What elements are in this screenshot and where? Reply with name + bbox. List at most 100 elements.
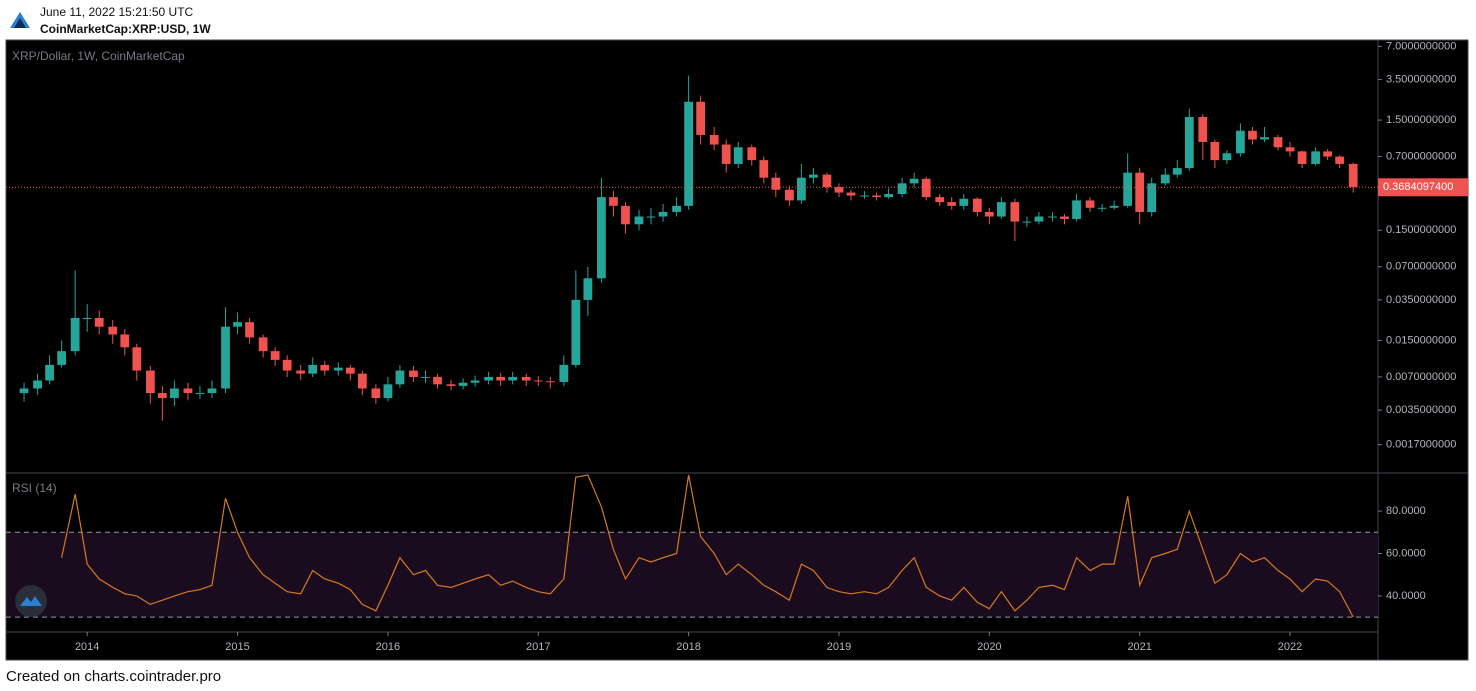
candle-body bbox=[94, 317, 104, 327]
candle-body bbox=[421, 376, 430, 378]
candle-body bbox=[484, 376, 494, 381]
candle-body bbox=[221, 326, 230, 389]
rsi-band-fill bbox=[7, 532, 1378, 618]
x-tick-label: 2016 bbox=[376, 641, 400, 653]
candle-body bbox=[796, 177, 806, 201]
candle-body bbox=[470, 380, 480, 383]
candle-body bbox=[684, 101, 694, 206]
candle-body bbox=[1335, 156, 1345, 164]
candle-body bbox=[70, 317, 80, 352]
candle-body bbox=[597, 197, 606, 279]
candle-body bbox=[1010, 202, 1020, 222]
y-tick-label: 0.0070000000 bbox=[1386, 371, 1456, 383]
candle-body bbox=[1198, 117, 1208, 142]
last-price-label: 0.3684097400 bbox=[1383, 181, 1453, 193]
price-legend: XRP/Dollar, 1W, CoinMarketCap bbox=[12, 49, 185, 63]
candle-body bbox=[1172, 168, 1182, 175]
candle-body bbox=[458, 382, 468, 386]
y-tick-label: 0.0150000000 bbox=[1386, 334, 1456, 346]
x-tick-label: 2020 bbox=[977, 641, 1001, 653]
watermark-shape bbox=[20, 596, 42, 606]
candle-body bbox=[496, 376, 506, 381]
candle-body bbox=[1323, 151, 1333, 157]
last-price-box bbox=[1378, 178, 1468, 197]
candle-body bbox=[245, 322, 254, 338]
candle-body bbox=[1348, 163, 1358, 188]
candle-body bbox=[270, 351, 280, 360]
candle-body bbox=[545, 381, 555, 383]
candle-body bbox=[19, 388, 29, 394]
candle-body bbox=[371, 388, 381, 399]
candle-body bbox=[1109, 205, 1119, 208]
candle-body bbox=[1135, 172, 1145, 212]
candle-body bbox=[108, 326, 118, 335]
candle-body bbox=[1273, 137, 1283, 148]
rsi-y-tick-label: 80.0000 bbox=[1386, 505, 1426, 517]
candle-body bbox=[1260, 137, 1269, 140]
plot-layer: 7.0000000000 3.5000000000 1.5000000000 0.70… bbox=[6, 40, 1468, 653]
candle-body bbox=[1147, 183, 1157, 212]
candle-body bbox=[571, 299, 581, 365]
candle-body bbox=[508, 376, 518, 381]
candle-body bbox=[947, 202, 957, 206]
candle-body bbox=[884, 194, 893, 198]
candle-body bbox=[33, 380, 42, 389]
x-tick-label: 2015 bbox=[225, 641, 249, 653]
candle-body bbox=[1311, 151, 1320, 164]
candle-body bbox=[935, 197, 945, 203]
candle-body bbox=[860, 195, 869, 197]
y-tick-label: 0.0350000000 bbox=[1386, 294, 1456, 306]
candle-body bbox=[834, 187, 844, 193]
watermark-logo bbox=[15, 585, 47, 617]
x-tick-label: 2014 bbox=[75, 641, 99, 653]
candle-body bbox=[195, 393, 205, 395]
candle-body bbox=[1123, 172, 1133, 206]
candle-body bbox=[709, 134, 719, 145]
y-tick-label: 1.5000000000 bbox=[1386, 114, 1456, 126]
candle-body bbox=[233, 322, 242, 327]
candle-body bbox=[559, 364, 569, 382]
candle-body bbox=[383, 384, 393, 399]
candle-body bbox=[1085, 200, 1095, 208]
candle-body bbox=[45, 364, 54, 381]
candle-body bbox=[696, 101, 706, 135]
candle-body bbox=[296, 370, 306, 374]
candle-body bbox=[1160, 174, 1170, 184]
candle-body bbox=[320, 364, 330, 371]
candle-body bbox=[1184, 117, 1194, 169]
rsi-y-tick-label: 60.0000 bbox=[1386, 547, 1426, 559]
x-tick-label: 2019 bbox=[827, 641, 851, 653]
candle-body bbox=[921, 178, 931, 198]
candle-body bbox=[658, 211, 668, 217]
candle-body bbox=[784, 189, 794, 201]
candle-body bbox=[809, 174, 818, 178]
candle-body bbox=[646, 216, 656, 218]
logo bbox=[10, 10, 30, 28]
candle-body bbox=[357, 373, 367, 389]
candle-body bbox=[909, 178, 919, 184]
candle-body bbox=[609, 197, 618, 206]
footer: Created on charts.cointrader.pro bbox=[6, 668, 221, 685]
candle-body bbox=[759, 160, 769, 178]
candle-body bbox=[846, 192, 856, 196]
candle-body bbox=[721, 144, 731, 164]
rsi-y-tick-label: 40.0000 bbox=[1386, 590, 1426, 602]
logo-inner bbox=[14, 18, 26, 28]
candle-body bbox=[621, 205, 630, 225]
candle-body bbox=[1285, 147, 1295, 152]
candle-body bbox=[57, 351, 67, 365]
candle-body bbox=[433, 376, 442, 385]
rsi-title: RSI (14) bbox=[12, 481, 57, 495]
candle-body bbox=[822, 174, 832, 188]
candle-body bbox=[258, 337, 268, 352]
header-symbol: CoinMarketCap:XRP:USD, 1W bbox=[40, 22, 211, 36]
candle-body bbox=[120, 334, 130, 348]
candle-body bbox=[170, 388, 179, 399]
y-tick-label: 0.1500000000 bbox=[1386, 224, 1456, 236]
candle-body bbox=[1210, 141, 1220, 161]
candle-body bbox=[409, 370, 418, 377]
candle-body bbox=[207, 388, 217, 394]
x-tick-label: 2018 bbox=[676, 641, 700, 653]
y-tick-label: 0.0700000000 bbox=[1386, 261, 1456, 273]
